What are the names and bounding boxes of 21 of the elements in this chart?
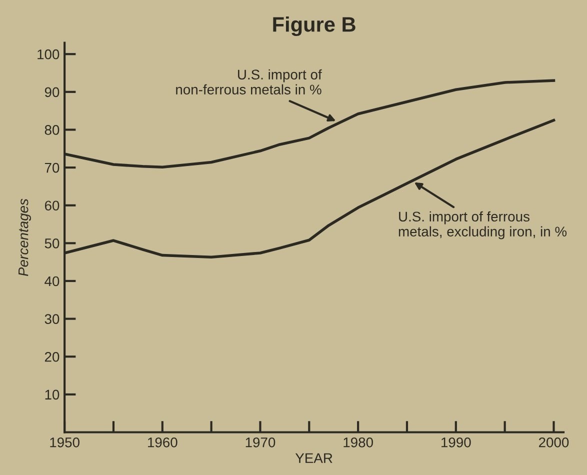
x-tick-label: 1980: [344, 437, 373, 448]
x-axis-title: YEAR: [295, 453, 332, 463]
y-axis-title: Percentages: [18, 198, 31, 276]
x-tick-label: 1960: [148, 437, 178, 448]
y-tick-label: 30: [44, 314, 60, 324]
y-tick-label: 60: [44, 200, 60, 211]
y-tick-label: 70: [44, 162, 60, 173]
annotation: U.S. import of non-ferrous metals in %: [176, 69, 322, 94]
y-tick-label: 80: [44, 125, 60, 135]
y-tick-label: 50: [44, 238, 60, 248]
x-tick-label: 1950: [50, 437, 80, 448]
y-tick-label: 100: [38, 49, 60, 60]
y-tick-label: 20: [44, 352, 60, 362]
annotation: U.S. import of ferrous metals, excluding iron, in %: [398, 211, 567, 240]
x-tick-label: 2000: [538, 437, 569, 448]
y-tick-label: 40: [44, 276, 60, 286]
x-tick-label: 1970: [246, 437, 276, 448]
y-tick-label: 90: [44, 87, 60, 98]
chart-title: Figure B: [273, 16, 356, 36]
y-tick-label: 10: [45, 390, 60, 400]
x-tick-label: 1990: [442, 437, 471, 448]
